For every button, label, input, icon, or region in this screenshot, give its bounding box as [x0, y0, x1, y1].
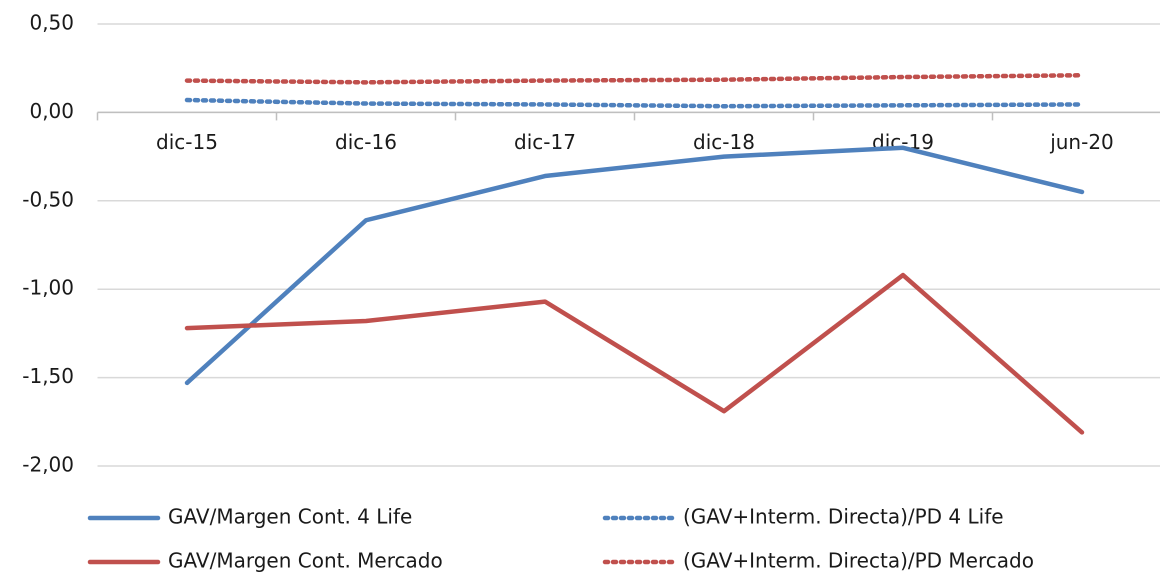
series-line — [184, 97, 1085, 109]
x-tick-label: dic-17 — [514, 130, 576, 154]
x-tick-label: jun-20 — [1049, 130, 1114, 154]
legend-label: (GAV+Interm. Directa)/PD Mercado — [683, 549, 1034, 573]
y-tick-label: -1,50 — [22, 364, 74, 388]
x-tick-label: dic-15 — [156, 130, 218, 154]
legend-label: GAV/Margen Cont. Mercado — [168, 549, 443, 573]
series-line — [184, 73, 1085, 85]
legend-label: (GAV+Interm. Directa)/PD 4 Life — [683, 505, 1004, 529]
y-tick-label: -1,00 — [22, 276, 74, 300]
series-line — [184, 272, 1085, 435]
y-tick-label: 0,00 — [29, 99, 74, 123]
legend-label: GAV/Margen Cont. 4 Life — [168, 505, 412, 529]
series-line — [184, 145, 1085, 386]
x-tick-label: dic-18 — [693, 130, 755, 154]
y-tick-label: 0,50 — [29, 11, 74, 35]
y-tick-label: -0,50 — [22, 187, 74, 211]
x-tick-label: dic-16 — [335, 130, 397, 154]
y-tick-label: -2,00 — [22, 453, 74, 477]
